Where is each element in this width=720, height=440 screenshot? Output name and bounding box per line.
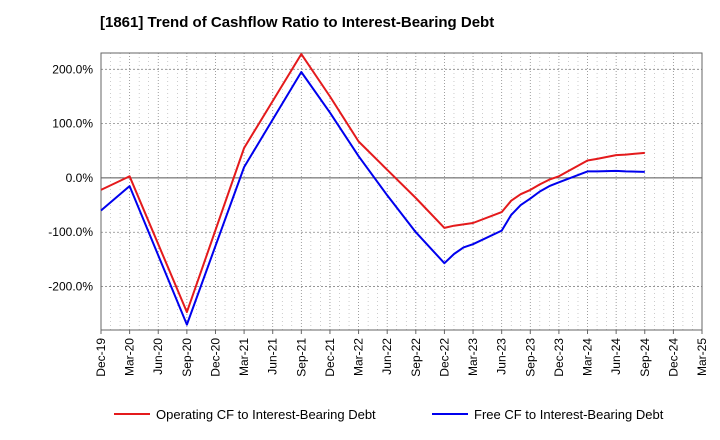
x-tick-label: Dec-21	[323, 338, 337, 377]
y-tick-label: 100.0%	[52, 117, 93, 131]
legend-label: Operating CF to Interest-Bearing Debt	[156, 407, 376, 422]
x-tick-label: Sep-20	[180, 338, 194, 377]
series-line-free-cf	[100, 71, 645, 326]
x-tick-label: Dec-19	[94, 338, 108, 377]
x-tick-label: Jun-21	[266, 338, 280, 375]
axes	[100, 52, 703, 334]
plot-frame	[100, 52, 703, 331]
x-tick-label: Mar-20	[123, 338, 137, 376]
x-tick-label: Dec-22	[437, 338, 451, 377]
x-tick-label: Sep-24	[638, 338, 652, 377]
legend: Operating CF to Interest-Bearing Debt Fre…	[114, 407, 664, 422]
x-tick-label: Dec-20	[208, 338, 222, 377]
y-tick-label: -200.0%	[48, 280, 93, 294]
x-tick-label: Dec-23	[552, 338, 566, 377]
x-tick-label: Jun-23	[495, 338, 509, 375]
x-tick-label: Sep-23	[523, 338, 537, 377]
y-tick-label: 0.0%	[66, 171, 94, 185]
y-tick-label: -100.0%	[48, 225, 93, 239]
x-tick-label: Dec-24	[666, 338, 680, 377]
series-lines	[100, 53, 645, 326]
x-tick-label: Mar-24	[581, 338, 595, 376]
x-tick-label: Mar-25	[695, 338, 709, 376]
grid	[101, 53, 702, 330]
x-tick-label: Jun-24	[609, 338, 623, 375]
x-tick-label: Jun-20	[151, 338, 165, 375]
series-line-operating-cf	[100, 53, 645, 314]
x-tick-label: Mar-21	[237, 338, 251, 376]
x-tick-label: Jun-22	[380, 338, 394, 375]
x-tick-label: Mar-23	[466, 338, 480, 376]
x-tick-label: Mar-22	[352, 338, 366, 376]
y-tick-labels: 200.0% 100.0% 0.0% -100.0% -200.0%	[48, 62, 93, 293]
legend-label: Free CF to Interest-Bearing Debt	[474, 407, 664, 422]
x-tick-labels: Dec-19 Mar-20 Jun-20 Sep-20 Dec-20 Mar-21 Jun-…	[94, 338, 709, 377]
chart-title: [1861] Trend of Cashflow Ratio to Intere…	[100, 14, 495, 31]
x-tick-label: Sep-21	[294, 338, 308, 377]
x-tick-label: Sep-22	[409, 338, 423, 377]
y-tick-label: 200.0%	[52, 62, 93, 76]
